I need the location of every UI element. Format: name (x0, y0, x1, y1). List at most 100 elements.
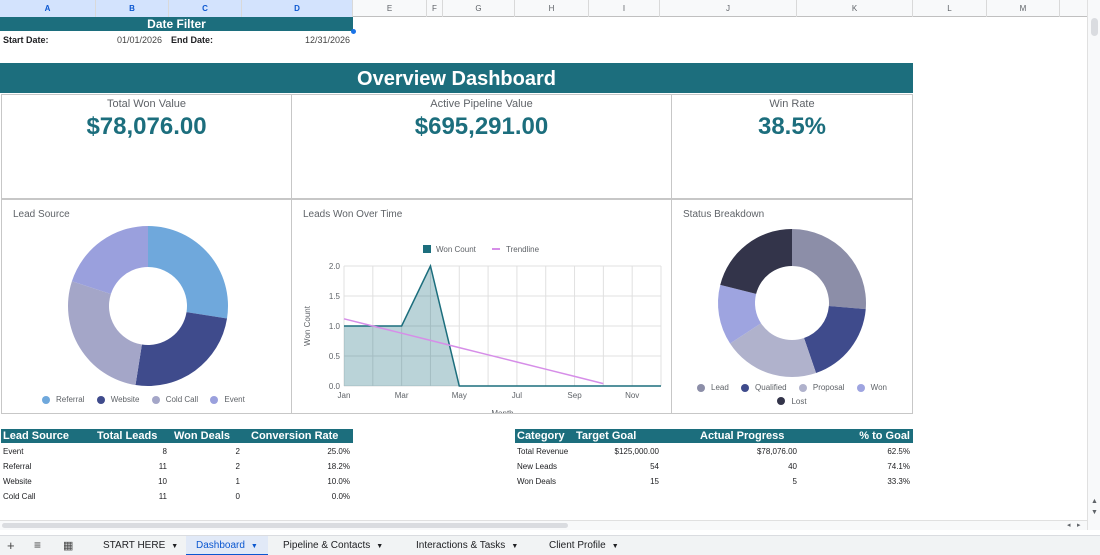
caret-down-icon[interactable]: ▼ (611, 543, 619, 550)
table-row[interactable]: New Leads 54 40 74.1% (515, 459, 913, 474)
y-tick-label: 0.0 (329, 382, 341, 391)
add-sheet-icon[interactable]: + (7, 538, 15, 553)
legend-dot (777, 397, 786, 405)
caret-down-icon[interactable]: ▼ (376, 543, 384, 550)
column-header-l[interactable]: L (913, 0, 987, 17)
table-row[interactable]: Event 8 2 25.0% (1, 444, 353, 459)
legend-label: Cold Call (165, 395, 199, 404)
start-date-value[interactable]: 01/01/2026 (117, 35, 163, 45)
table-cell: Referral (3, 462, 32, 471)
y-tick-label: 1.0 (329, 322, 341, 331)
scroll-left-arrow-icon[interactable]: ◂ (1067, 522, 1071, 529)
leads-won-chart[interactable]: Leads Won Over Time 0.0 0.5 1.0 1.5 2.0 Jan Ma… (291, 199, 672, 414)
donut-slice-referral[interactable] (148, 226, 228, 319)
legend-label: Website (110, 395, 140, 404)
date-filter-title: Date Filter (0, 17, 353, 31)
sheet-grid[interactable]: Date Filter Start Date: 01/01/2026 End D… (0, 17, 1087, 520)
column-header-h[interactable]: H (515, 0, 589, 17)
tab-interactions-tasks[interactable]: Interactions & Tasks ▼ (406, 536, 528, 555)
won-count-line[interactable] (344, 263, 661, 387)
caret-down-icon[interactable]: ▼ (250, 543, 258, 550)
horizontal-scrollbar[interactable]: ◂ ▸ (0, 520, 1087, 530)
caret-down-icon[interactable]: ▼ (511, 543, 519, 550)
tab-pipeline-contacts[interactable]: Pipeline & Contacts ▼ (273, 536, 393, 555)
table-cell: 0 (235, 492, 240, 501)
lead-source-chart[interactable]: Lead Source Referral Website Cold Call E… (1, 199, 292, 414)
table-cell: 33.3% (887, 477, 910, 486)
caret-down-icon[interactable]: ▼ (171, 543, 179, 550)
column-header-f[interactable]: F (427, 0, 443, 17)
kpi-label: Win Rate (769, 98, 815, 110)
vertical-scroll-thumb[interactable] (1091, 18, 1098, 36)
x-tick-label: Mar (395, 391, 409, 400)
table-header-cell: Actual Progress (700, 430, 785, 442)
date-filter-row: Start Date: 01/01/2026 End Date: 12/31/2… (0, 32, 353, 48)
vertical-scrollbar[interactable]: ▲ ▼ (1087, 0, 1100, 530)
donut-slice-lost[interactable] (720, 229, 792, 294)
table-cell: 62.5% (887, 447, 910, 456)
donut-slice-won[interactable] (718, 284, 762, 344)
tab-dashboard[interactable]: Dashboard ▼ (186, 536, 268, 555)
donut-slice-website[interactable] (135, 312, 228, 386)
table-row[interactable]: Cold Call 11 0 0.0% (1, 489, 353, 504)
table-row[interactable]: Website 10 1 10.0% (1, 474, 353, 489)
table-row[interactable]: Total Revenue $125,000.00 $78,076.00 62.… (515, 444, 913, 459)
legend-dot (798, 383, 807, 392)
column-header-a[interactable]: A (0, 0, 96, 17)
donut-slice-event[interactable] (71, 226, 148, 294)
table-cell: Event (3, 447, 24, 456)
status-legend: Lead Qualified Proposal Won Lost (692, 383, 902, 407)
lead-source-table: Lead Source Total Leads Won Deals Conver… (1, 429, 353, 504)
column-header-g[interactable]: G (443, 0, 515, 17)
won-count-area (344, 266, 661, 386)
column-header-e[interactable]: E (353, 0, 427, 17)
tab-client-profile[interactable]: Client Profile ▼ (539, 536, 629, 555)
donut-slice-qualified[interactable] (804, 306, 866, 373)
table-cell: 15 (650, 477, 659, 486)
scroll-right-arrow-icon[interactable]: ▸ (1077, 522, 1081, 529)
donut-slice-lead[interactable] (792, 229, 866, 310)
sheet-grid-icon[interactable]: ▦ (63, 540, 74, 552)
table-cell: 2 (235, 462, 240, 471)
tab-start-here[interactable]: START HERE ▼ (93, 536, 188, 555)
tab-label: START HERE (103, 540, 166, 551)
column-header-d[interactable]: D (242, 0, 353, 17)
selection-handle[interactable] (351, 29, 356, 34)
table-row[interactable]: Referral 11 2 18.2% (1, 459, 353, 474)
dashboard-title: Overview Dashboard (0, 63, 913, 93)
sheet-tab-bar: + ≡ ▦ START HERE ▼ Dashboard ▼ Pipeline & … (0, 535, 1100, 555)
legend-label-won-count: Won Count (436, 245, 477, 254)
y-tick-label: 1.5 (329, 292, 341, 301)
all-sheets-menu-icon[interactable]: ≡ (34, 538, 42, 552)
x-axis-label: Month (491, 409, 513, 413)
column-header-j[interactable]: J (660, 0, 797, 17)
scroll-down-arrow-icon[interactable]: ▼ (1091, 509, 1098, 516)
column-header-m[interactable]: M (987, 0, 1060, 17)
kpi-win-rate: Win Rate 38.5% (671, 94, 913, 199)
x-tick-label: Sep (567, 391, 582, 400)
scroll-up-arrow-icon[interactable]: ▲ (1091, 498, 1098, 505)
donut-slice-proposal[interactable] (730, 323, 817, 377)
column-header-c[interactable]: C (169, 0, 242, 17)
table-cell: Total Revenue (517, 447, 569, 456)
column-header-k[interactable]: K (797, 0, 913, 17)
table-row[interactable]: Won Deals 15 5 33.3% (515, 474, 913, 489)
end-date-label: End Date: (171, 35, 214, 45)
kpi-value: $695,291.00 (414, 113, 549, 140)
table-cell: New Leads (517, 462, 558, 471)
table-header-cell: Conversion Rate (251, 430, 339, 442)
donut-slice-cold-call[interactable] (68, 281, 142, 386)
legend-label-trendline: Trendline (506, 245, 540, 254)
column-header-i[interactable]: I (589, 0, 660, 17)
status-breakdown-chart[interactable]: Status Breakdown Lead Qualified Proposal… (671, 199, 913, 414)
table-cell: $125,000.00 (614, 447, 660, 456)
lead-source-legend: Referral Website Cold Call Event (42, 395, 255, 406)
table-cell: 18.2% (327, 462, 350, 471)
table-cell: 5 (792, 477, 797, 486)
table-cell: 2 (235, 447, 240, 456)
horizontal-scroll-thumb[interactable] (2, 523, 568, 528)
table-header: Category Target Goal Actual Progress % t… (515, 429, 913, 443)
end-date-value[interactable]: 12/31/2026 (305, 35, 351, 45)
column-header-b[interactable]: B (96, 0, 169, 17)
